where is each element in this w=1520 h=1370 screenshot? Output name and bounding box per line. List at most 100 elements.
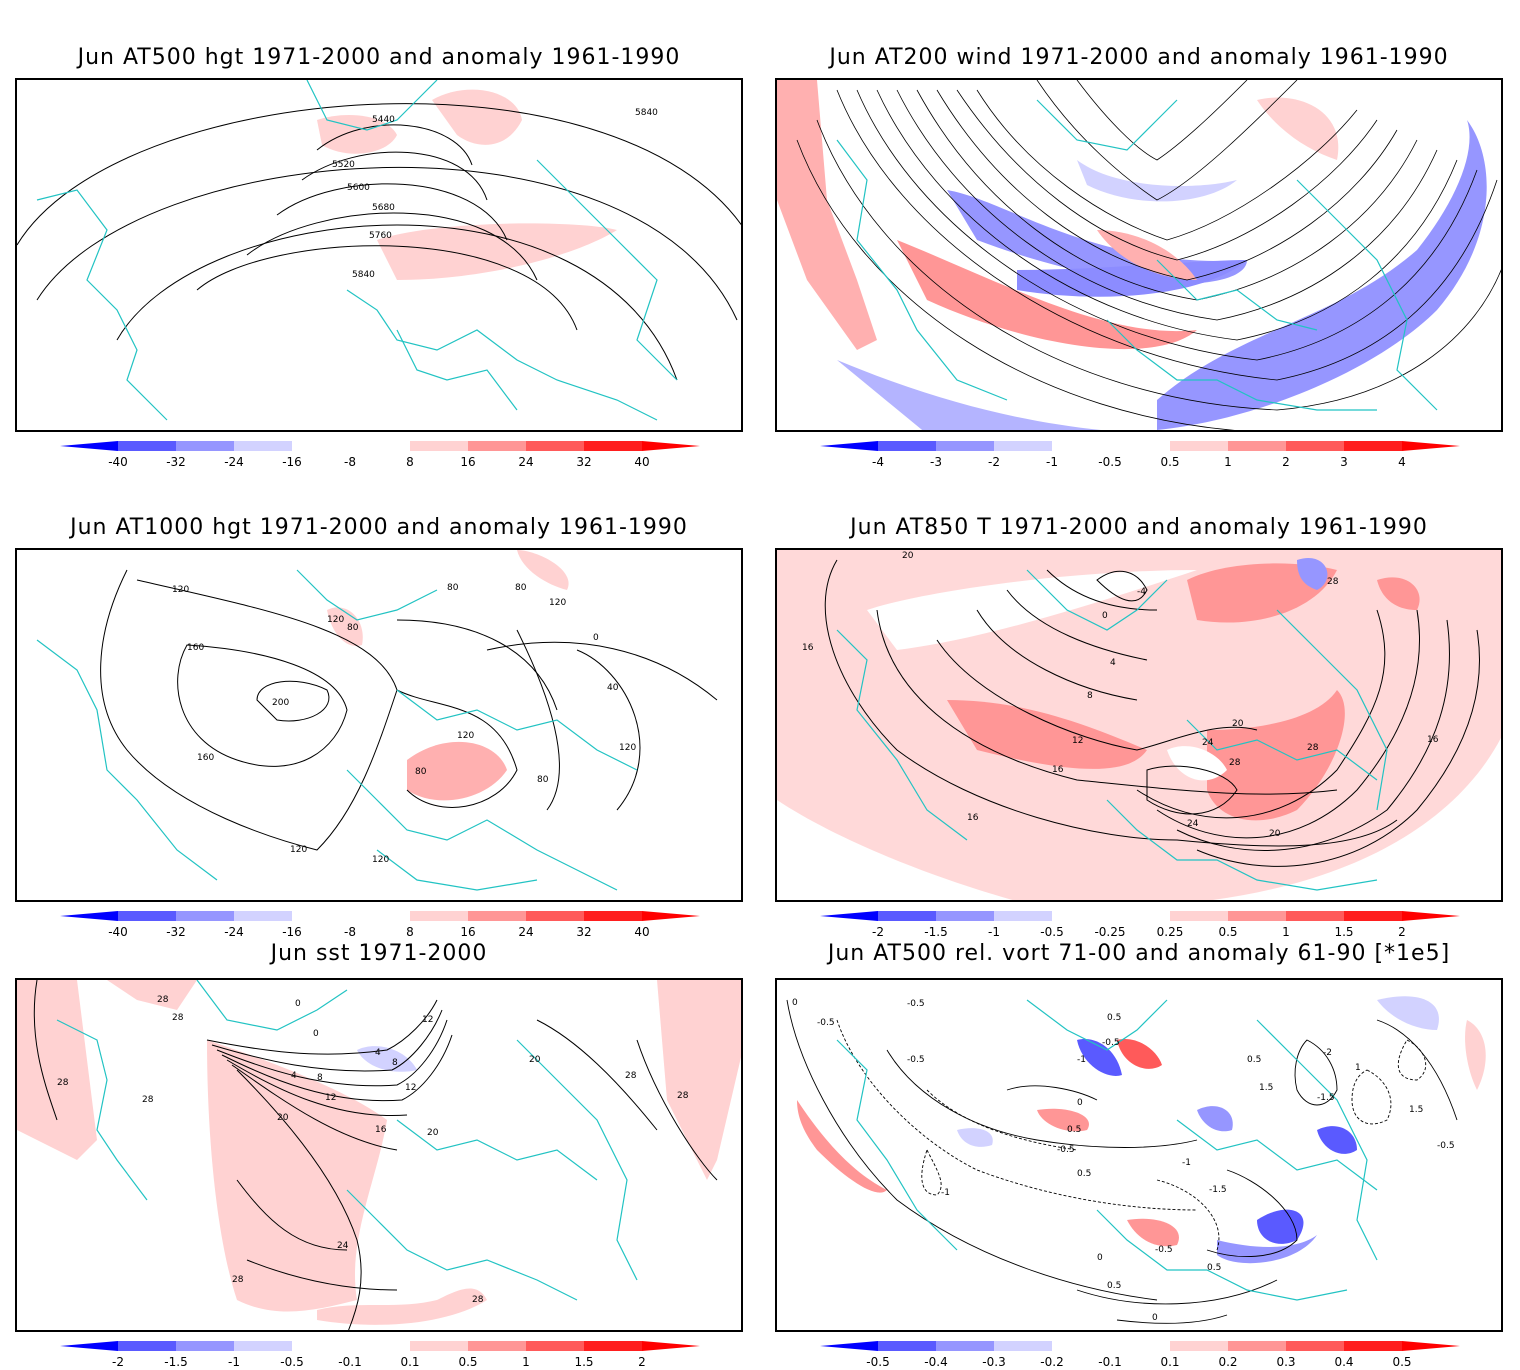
contour-label: -1 <box>941 1188 950 1198</box>
sst-positive-area <box>17 980 97 1160</box>
colorbar-tick: -0.1 <box>338 1355 362 1369</box>
anomaly-positive-area <box>1117 1039 1162 1069</box>
colorbar-swatch <box>1170 441 1228 451</box>
anomaly-negative-area <box>957 1128 993 1147</box>
colorbar-tick: 0.5 <box>1218 925 1238 939</box>
sst-positive-area <box>657 980 741 1180</box>
contour-label: 4 <box>375 1048 381 1058</box>
colorbar-swatch <box>1110 441 1168 451</box>
colorbar-tick: 0.25 <box>1156 925 1184 939</box>
contour-label: 1 <box>1355 1063 1361 1073</box>
contour-label: 0.5 <box>1077 1169 1091 1179</box>
colorbar-tick: 16 <box>460 925 476 939</box>
colorbar-tick: 0.4 <box>1334 1355 1354 1369</box>
contour-label: 20 <box>427 1128 439 1138</box>
anomaly-positive-area <box>432 89 522 145</box>
anomaly-positive-area <box>1257 97 1339 160</box>
colorbar-swatch <box>234 1341 292 1351</box>
colorbar-tick: -32 <box>166 455 186 469</box>
contour-label: 5680 <box>372 203 395 213</box>
colorbar-swatch <box>526 441 584 451</box>
contour-label: 28 <box>172 1013 184 1023</box>
contour-label: 24 <box>1202 738 1214 748</box>
contour-label: 4 <box>291 1071 297 1081</box>
contour-label: 120 <box>619 743 636 753</box>
contour-label: 120 <box>457 731 474 741</box>
colorbar-tick: 8 <box>406 455 414 469</box>
sst-positive-area <box>207 1040 387 1312</box>
colorbar-tick: 2 <box>638 1355 646 1369</box>
colorbar-tick: -16 <box>282 455 302 469</box>
contour-label: 28 <box>232 1275 244 1285</box>
colorbar-swatch <box>878 441 936 451</box>
colorbar-tick: 40 <box>634 925 650 939</box>
contour-label: 8 <box>317 1073 323 1083</box>
contour-label: -0.5 <box>907 999 925 1009</box>
contour-label: 0 <box>593 633 599 643</box>
colorbar-swatch <box>176 441 234 451</box>
anomaly-positive-area <box>1207 690 1345 821</box>
colorbar-tick: 0.2 <box>1218 1355 1238 1369</box>
colorbar-tick: 0.5 <box>1160 455 1180 469</box>
contour-label: 0.5 <box>1247 1055 1261 1065</box>
colorbar-swatches <box>60 1341 700 1351</box>
colorbar-swatch <box>994 441 1052 451</box>
contour-label: 5840 <box>352 270 375 280</box>
colorbar: -2 -1.5 -1 -0.5 -0.1 0.1 0.5 1 1.5 2 <box>60 1338 700 1370</box>
contour-label: -4 <box>1137 587 1146 597</box>
panel-sst: Jun sst 1971-2000 <box>15 900 743 1370</box>
contour-label: 0.5 <box>1107 1281 1121 1291</box>
colorbar-swatches <box>60 441 700 451</box>
colorbar-arrow-left <box>820 911 878 921</box>
colorbar-tick: -24 <box>224 455 244 469</box>
colorbar-swatch <box>1344 441 1402 451</box>
map-canvas <box>17 80 741 421</box>
contour-label: -1 <box>1077 1055 1086 1065</box>
colorbar-tick: -8 <box>344 455 356 469</box>
contour-label: -0.5 <box>1102 1038 1120 1048</box>
panel-title: Jun sst 1971-2000 <box>270 941 488 966</box>
colorbar-tick: 1.5 <box>1334 925 1354 939</box>
map-canvas <box>777 80 1501 430</box>
contour-label: 40 <box>607 683 619 693</box>
contour-label: 5440 <box>372 115 395 125</box>
colorbar-tick: -2 <box>872 925 884 939</box>
contour-label: 0 <box>1152 1313 1158 1323</box>
colorbar-swatch <box>994 1341 1052 1351</box>
contour-label: 160 <box>187 643 204 653</box>
panel-200wind: Jun AT200 wind 1971-2000 and anomaly 196… <box>775 0 1503 470</box>
colorbar-tick: 2 <box>1282 455 1290 469</box>
anomaly-negative-area <box>1157 120 1487 430</box>
panel-title: Jun AT500 hgt 1971-2000 and anomaly 1961… <box>77 45 681 70</box>
contour-label: 20 <box>529 1055 541 1065</box>
colorbar-swatch <box>118 1341 176 1351</box>
contour-label: 0 <box>1097 1253 1103 1263</box>
contour-label: 160 <box>197 753 214 763</box>
colorbar-tick: -4 <box>872 455 884 469</box>
contour-label: -1.5 <box>1317 1093 1335 1103</box>
colorbar-swatch <box>1110 1341 1168 1351</box>
colorbar-swatch <box>1228 1341 1286 1351</box>
anomaly-positive-area <box>897 240 1197 350</box>
sst-negative-area <box>357 1046 417 1072</box>
colorbar-tick: 1 <box>522 1355 530 1369</box>
colorbar-swatch <box>350 1341 408 1351</box>
anomaly-negative-area <box>1077 1039 1122 1076</box>
contour-label: 0.5 <box>1067 1125 1081 1135</box>
contour-label: 120 <box>290 845 307 855</box>
colorbar-swatch <box>584 441 642 451</box>
colorbar-tick: -24 <box>224 925 244 939</box>
panel-850T: Jun AT850 T 1971-2000 and anomaly 1961-1… <box>775 470 1503 940</box>
colorbar-swatch <box>878 911 936 921</box>
map-canvas <box>777 550 1501 900</box>
colorbar-tick: -40 <box>108 455 128 469</box>
contour-label: 4 <box>1110 658 1116 668</box>
sst-positive-area <box>107 980 197 1010</box>
colorbar-tick: 4 <box>1398 455 1406 469</box>
colorbar-swatch <box>292 1341 350 1351</box>
colorbar-tick: 8 <box>406 925 414 939</box>
contour-label: 1.5 <box>1409 1105 1423 1115</box>
colorbar: -40 -32 -24 -16 -8 8 16 24 32 40 <box>60 438 700 470</box>
colorbar-tick: 24 <box>518 455 534 469</box>
colorbar-tick: -2 <box>112 1355 124 1369</box>
